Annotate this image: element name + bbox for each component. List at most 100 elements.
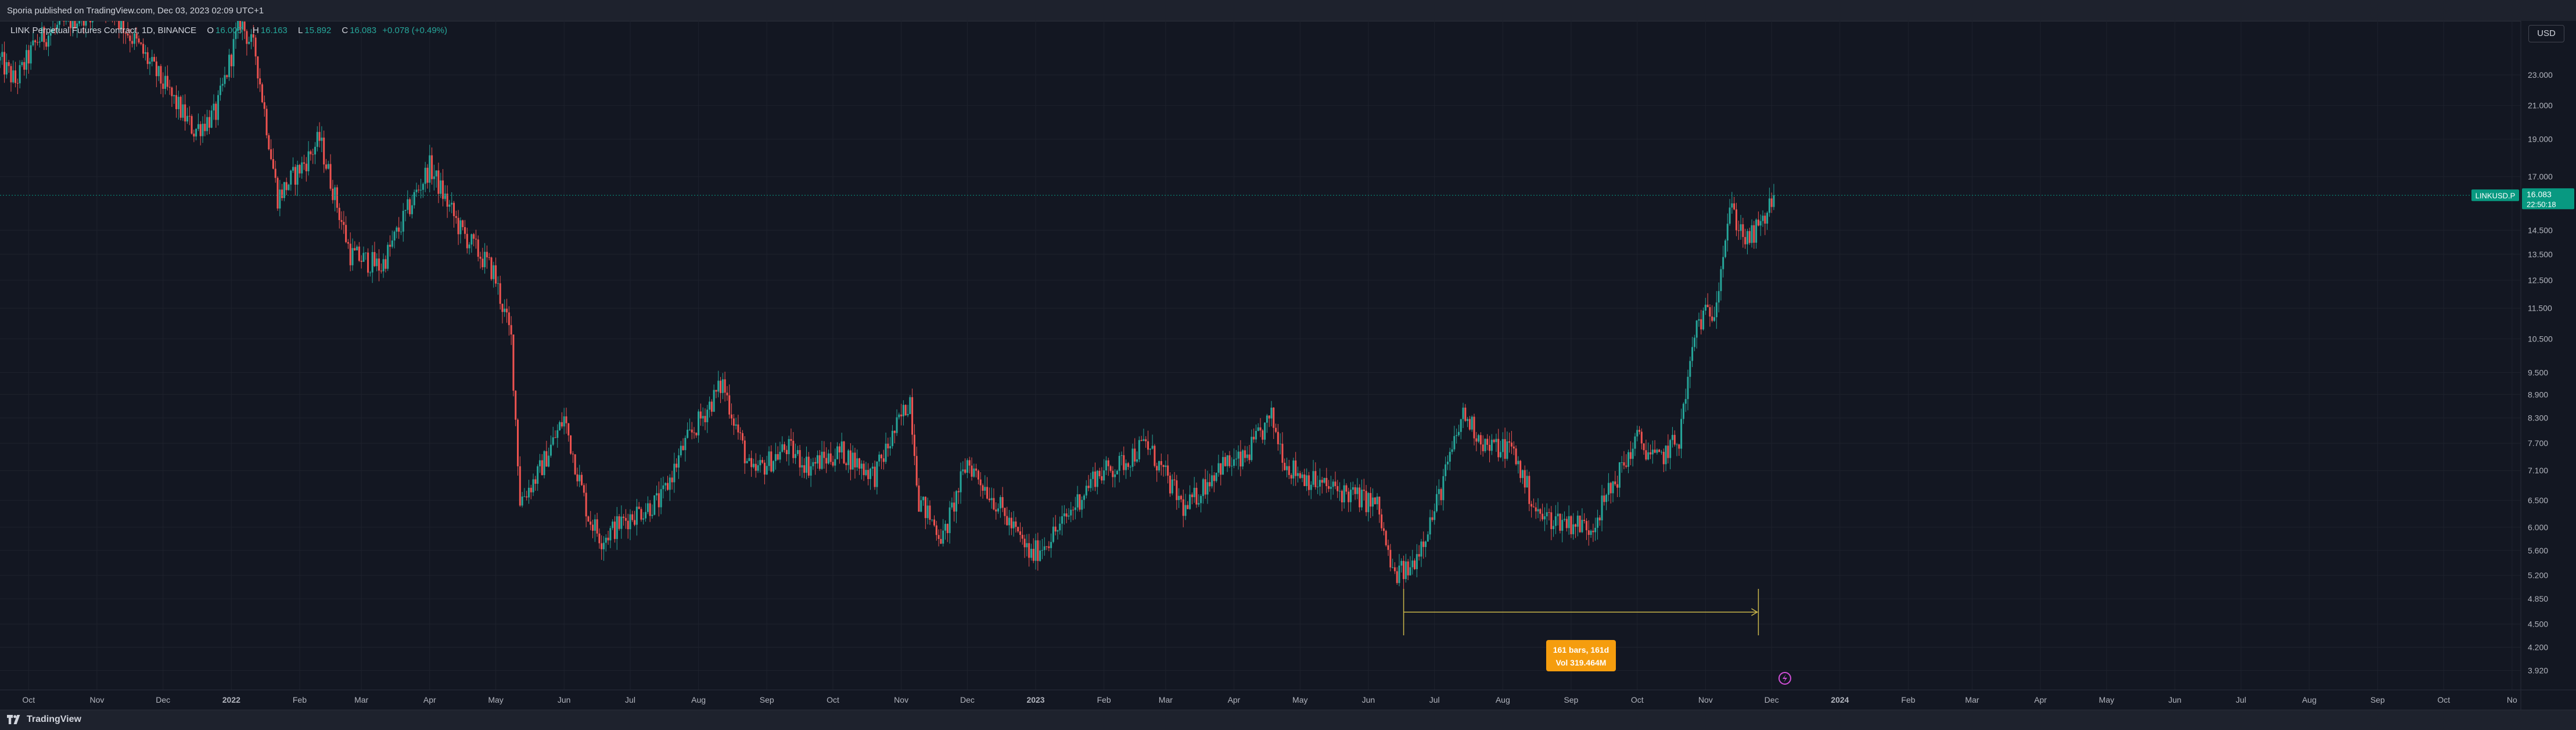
candle-body xyxy=(1451,449,1453,452)
candle-body xyxy=(695,433,698,436)
price-tick-label: 23.000 xyxy=(2528,70,2553,80)
price-axis[interactable]: 23.000 21.000 19.000 17.000 14.500 13.500 12.5… xyxy=(2520,21,2576,710)
candle-body xyxy=(1557,513,1559,516)
candle-body xyxy=(682,445,684,451)
candle-body xyxy=(343,222,345,225)
candle-body xyxy=(424,167,426,184)
candle-body xyxy=(347,242,349,244)
candle-body xyxy=(1735,209,1737,231)
candle-body xyxy=(138,38,140,43)
candle-body xyxy=(1517,461,1519,465)
candle-body xyxy=(975,468,978,471)
candle-body xyxy=(321,137,323,141)
candle-body xyxy=(1550,512,1553,530)
candle-body xyxy=(752,463,755,468)
candle-body xyxy=(1120,455,1123,456)
date-range-measure[interactable]: 161 bars, 161d Vol 319.464M xyxy=(1403,589,1759,671)
candle-body xyxy=(1131,448,1134,467)
candle-body xyxy=(1323,477,1325,483)
candle-body xyxy=(889,446,892,449)
candle-body xyxy=(1052,526,1054,542)
candle-body xyxy=(741,433,743,441)
candle-body xyxy=(1671,434,1673,440)
candle-body xyxy=(0,56,1,61)
time-tick-label: Aug xyxy=(691,695,706,704)
candle-body xyxy=(285,182,288,190)
candle-body xyxy=(334,187,336,200)
measure-volume-text: Vol 319.464M xyxy=(1556,658,1607,667)
candle-body xyxy=(779,451,781,460)
measure-info-box xyxy=(1546,640,1616,671)
candle-body xyxy=(1220,463,1222,475)
candle-body xyxy=(402,211,404,232)
candle-body xyxy=(228,55,231,77)
candle-body xyxy=(1167,465,1169,476)
candle-body xyxy=(1209,482,1211,487)
candle-body xyxy=(1639,430,1641,432)
candle-body xyxy=(1755,220,1758,243)
time-tick-label: Apr xyxy=(423,695,436,704)
publisher-bar: Sporia published on TradingView.com, Dec… xyxy=(0,0,2576,21)
candle-body xyxy=(854,452,856,468)
candle-body xyxy=(960,471,962,492)
candle-body xyxy=(296,164,299,185)
tradingview-brand[interactable]: TradingView xyxy=(7,714,81,725)
candle-body xyxy=(248,42,250,44)
candle-body xyxy=(316,132,318,147)
candle-body xyxy=(135,33,138,39)
candle-body xyxy=(1729,207,1731,224)
candle-body xyxy=(1621,462,1623,463)
time-axis[interactable]: Oct Nov Dec 2022 Feb Mar Apr May Jun Jul Aug Sep Oct… xyxy=(0,672,2576,704)
candle-body xyxy=(149,62,151,64)
candle-body xyxy=(942,530,944,544)
candle-body xyxy=(1145,439,1147,441)
price-tick-label: 21.000 xyxy=(2528,101,2553,110)
candle-body xyxy=(1766,213,1769,224)
candle-body xyxy=(1371,497,1374,507)
candle-body xyxy=(206,117,209,131)
candle-body xyxy=(1614,481,1616,484)
candle-body xyxy=(656,493,658,496)
candle-body xyxy=(153,57,156,62)
candle-body xyxy=(182,104,184,118)
candle-body xyxy=(1328,486,1330,489)
candle-body xyxy=(680,445,682,456)
tradingview-logo-icon xyxy=(7,715,20,724)
candle-body xyxy=(1074,507,1076,510)
candle-body xyxy=(1656,449,1658,453)
price-tick-label: 13.500 xyxy=(2528,250,2553,259)
candle-body xyxy=(155,61,157,77)
candle-body xyxy=(946,524,949,533)
candle-body xyxy=(160,66,162,84)
candle-body xyxy=(852,452,854,470)
time-tick-label: Dec xyxy=(1765,695,1779,704)
candle-body xyxy=(1453,436,1456,449)
candle-body xyxy=(986,487,989,499)
candle-body xyxy=(607,537,609,541)
candle-body xyxy=(1564,519,1566,520)
candle-body xyxy=(1325,477,1328,487)
candle-body xyxy=(549,444,552,456)
candle-body xyxy=(759,460,761,466)
candle-body xyxy=(1718,291,1720,303)
candle-body xyxy=(612,522,614,528)
candle-body xyxy=(724,379,726,393)
candle-body xyxy=(1321,480,1323,483)
candle-body xyxy=(140,42,142,44)
time-tick-label: Jul xyxy=(625,695,635,704)
candle-body xyxy=(902,405,904,416)
candle-body xyxy=(1568,516,1570,528)
candle-body xyxy=(1068,515,1070,517)
candle-body xyxy=(613,522,616,540)
candle-body xyxy=(1037,540,1039,561)
candle-body xyxy=(920,500,922,512)
candle-body xyxy=(382,259,385,272)
candle-body xyxy=(818,455,821,469)
time-tick-label: Jun xyxy=(1362,695,1375,704)
candle-body xyxy=(274,168,276,178)
candle-body xyxy=(933,519,936,526)
candle-body xyxy=(177,96,179,109)
currency-button[interactable]: USD xyxy=(2528,25,2564,42)
candle-body xyxy=(1211,475,1213,487)
price-chart[interactable]: 161 bars, 161d Vol 319.464M 23.000 21.000 1… xyxy=(0,21,2576,710)
